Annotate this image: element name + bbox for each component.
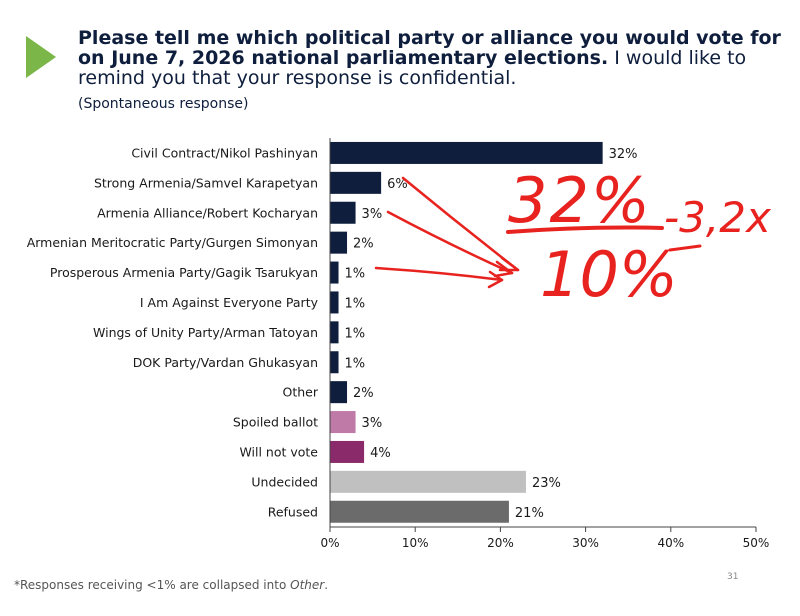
x-axis-group: 0% 10% 20% 30% 40% 50% (320, 138, 769, 550)
bar (330, 411, 356, 434)
annotation-equals-line (668, 244, 702, 252)
bar (330, 201, 356, 224)
bar (330, 141, 603, 164)
footnote: *Responses receiving <1% are collapsed i… (14, 578, 328, 592)
value-label: 2% (353, 386, 374, 401)
category-label: DOK Party/Vardan Ghukasyan (133, 355, 318, 370)
category-label: Armenia Alliance/Robert Kocharyan (97, 205, 318, 220)
annotation-arrow (374, 266, 504, 282)
annotation-denominator: 10% (540, 238, 678, 311)
question-title: Please tell me which political party or … (78, 28, 793, 88)
category-label: Armenian Meritocratic Party/Gurgen Simon… (27, 235, 318, 250)
value-label: 1% (345, 296, 366, 311)
annotation-arrow (401, 176, 520, 272)
value-label: 6% (387, 177, 408, 192)
value-label: 21% (515, 506, 544, 521)
footnote-suffix: . (324, 578, 329, 592)
x-tick-label: 0% (320, 536, 339, 550)
x-tick-label: 10% (402, 536, 429, 550)
response-type-subtitle: (Spontaneous response) (78, 96, 249, 112)
value-label: 23% (532, 476, 561, 491)
category-labels-group: Civil Contract/Nikol Pashinyan Strong Arm… (27, 145, 319, 519)
bar (330, 261, 339, 284)
annotation-numerator: 32% (508, 164, 652, 237)
annotation-arrowhead (487, 270, 504, 289)
category-label: Civil Contract/Nikol Pashinyan (131, 145, 318, 160)
value-label: 3% (362, 207, 383, 222)
annotation-arrow (386, 210, 514, 275)
category-label: Wings of Unity Party/Arman Tatoyan (93, 325, 318, 340)
category-label: Undecided (251, 474, 318, 489)
bars-group (330, 141, 603, 523)
bar (330, 440, 365, 463)
value-label: 4% (370, 446, 391, 461)
value-label: 1% (345, 267, 366, 282)
x-tick-label: 20% (487, 536, 514, 550)
category-label: Other (283, 385, 319, 400)
category-label: Spoiled ballot (233, 415, 318, 430)
x-tick-label: 30% (572, 536, 599, 550)
footnote-italic: Other (290, 578, 325, 592)
category-label: Refused (268, 504, 318, 519)
x-tick-label: 50% (743, 536, 770, 550)
bar (330, 321, 339, 344)
annotation-arrowhead (493, 260, 514, 278)
bar (330, 231, 348, 254)
bar (330, 291, 339, 314)
bar (330, 351, 339, 374)
value-label: 1% (345, 326, 366, 341)
value-labels-group: 32% 6% 3% 2% 1% 1% 1% 1% 2% 3% 4% 23% 21% (345, 147, 638, 521)
value-label: 1% (345, 356, 366, 371)
value-label: 2% (353, 237, 374, 252)
value-label: 32% (609, 147, 638, 162)
play-arrow-icon (26, 36, 56, 78)
category-label: Will not vote (239, 444, 318, 459)
bar (330, 171, 382, 194)
category-label: I Am Against Everyone Party (140, 295, 319, 310)
category-label: Prosperous Armenia Party/Gagik Tsarukyan (50, 265, 318, 280)
category-label: Strong Armenia/Samvel Karapetyan (94, 175, 318, 190)
bar (330, 470, 526, 493)
bar (330, 381, 348, 404)
annotation-fraction-line (506, 225, 664, 234)
x-tick-label: 40% (657, 536, 684, 550)
title-bold: Please tell me which political party or … (78, 27, 781, 69)
footnote-prefix: *Responses receiving <1% are collapsed i… (14, 578, 291, 592)
bar (330, 500, 509, 523)
title-regular: I would like to remind you that your res… (78, 47, 747, 89)
annotation-multiplier: -3,2x (664, 193, 772, 242)
page-number: 31 (727, 572, 739, 582)
value-label: 3% (362, 416, 383, 431)
